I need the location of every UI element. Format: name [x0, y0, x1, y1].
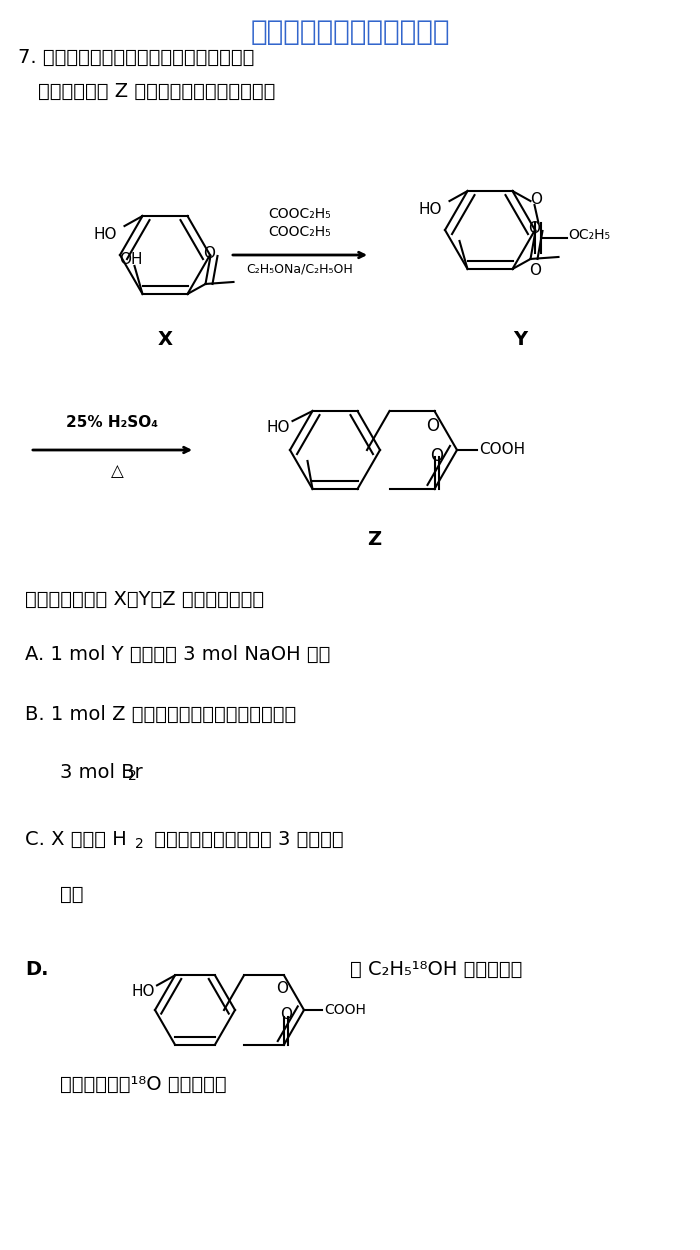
Text: 2: 2	[128, 769, 136, 782]
Text: 微信公众号关注，趣找答案: 微信公众号关注，趣找答案	[251, 18, 449, 46]
Text: O: O	[426, 418, 439, 435]
Text: O: O	[529, 262, 542, 278]
Text: 原子: 原子	[60, 885, 83, 904]
Text: HO: HO	[94, 226, 118, 241]
Text: 下列有关化合物 X、Y、Z 的说法正确的是: 下列有关化合物 X、Y、Z 的说法正确的是	[25, 590, 264, 609]
Text: 25% H₂SO₄: 25% H₂SO₄	[66, 415, 158, 430]
Text: X: X	[158, 330, 172, 349]
Text: 2: 2	[136, 838, 144, 851]
Text: HO: HO	[267, 420, 290, 435]
Text: D.: D.	[25, 960, 48, 979]
Text: OH: OH	[119, 253, 142, 268]
Text: COOC₂H₅: COOC₂H₅	[269, 225, 331, 239]
Text: 与 C₂H₅¹⁸OH 发生酯化反: 与 C₂H₅¹⁸OH 发生酯化反	[350, 960, 522, 979]
Text: HO: HO	[132, 984, 155, 999]
Text: 黄酮类化合物 Z 的部分合成路线如图所示：: 黄酮类化合物 Z 的部分合成路线如图所示：	[38, 82, 275, 101]
Text: COOC₂H₅: COOC₂H₅	[269, 208, 331, 221]
Text: O: O	[528, 221, 540, 236]
Text: 3 mol Br: 3 mol Br	[60, 762, 143, 782]
Text: C₂H₅ONa/C₂H₅OH: C₂H₅ONa/C₂H₅OH	[246, 262, 354, 276]
Text: C. X 与足量 H: C. X 与足量 H	[25, 830, 127, 849]
Text: 应，示踪原子¹⁸O 在产物水中: 应，示踪原子¹⁸O 在产物水中	[60, 1075, 227, 1094]
Text: 反应后的产物分子中有 3 个手性碳: 反应后的产物分子中有 3 个手性碳	[148, 830, 343, 849]
Text: HO: HO	[419, 201, 442, 216]
Text: Y: Y	[513, 330, 527, 349]
Text: O: O	[280, 1006, 292, 1021]
Text: Z: Z	[367, 530, 381, 549]
Text: O: O	[531, 191, 542, 206]
Text: O: O	[430, 448, 443, 465]
Text: △: △	[111, 462, 124, 480]
Text: B. 1 mol Z 与浓溴水发生反应，最多能消耗: B. 1 mol Z 与浓溴水发生反应，最多能消耗	[25, 705, 296, 724]
Text: OC₂H₅: OC₂H₅	[568, 228, 610, 242]
Text: O: O	[276, 981, 288, 996]
Text: COOH: COOH	[324, 1003, 366, 1018]
Text: 7. 异黄酮化合物是药用植物的重要成分。异: 7. 异黄酮化合物是药用植物的重要成分。异	[18, 48, 254, 68]
Text: COOH: COOH	[479, 442, 525, 458]
Text: O: O	[204, 246, 216, 261]
Text: A. 1 mol Y 最多能与 3 mol NaOH 反应: A. 1 mol Y 最多能与 3 mol NaOH 反应	[25, 645, 330, 664]
